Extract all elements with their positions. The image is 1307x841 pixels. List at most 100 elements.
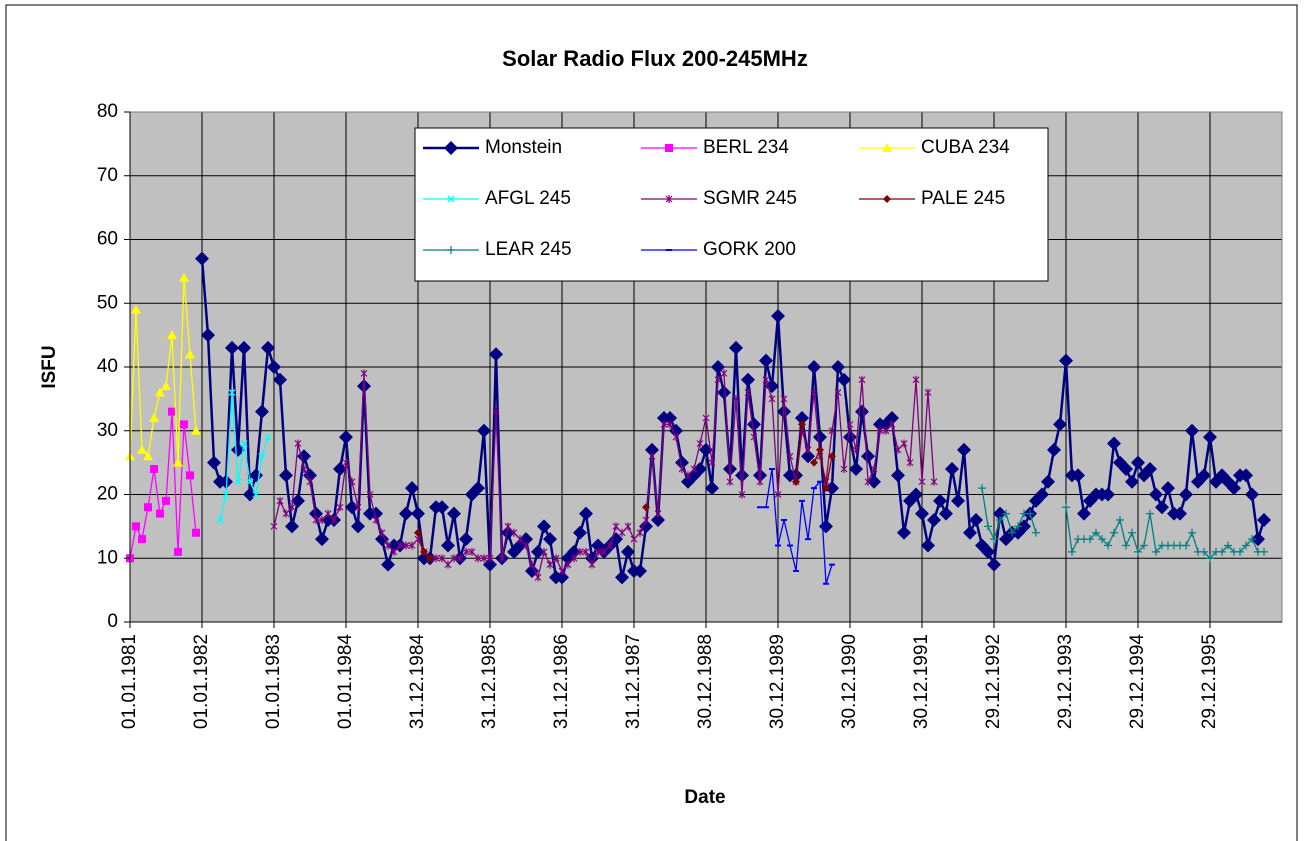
marker-diamond [651,513,665,527]
marker-diamond [195,251,209,266]
marker-asterisk [582,547,590,556]
marker-diamond [399,506,413,521]
marker-asterisk [720,369,728,378]
marker-diamond [723,462,737,476]
marker-plus [1146,509,1154,518]
marker-asterisk [312,516,320,524]
marker-diamond [381,557,395,572]
marker-square [168,407,176,416]
marker-diamond [1017,519,1031,534]
marker-diamond [621,544,635,559]
marker-asterisk [852,445,860,454]
marker-asterisk [630,535,638,544]
marker-triangle [191,425,201,435]
marker-diamond [981,544,995,559]
legend-label: LEAR 245 [485,239,572,260]
marker-diamond [435,500,449,515]
marker-plus [1152,547,1160,556]
marker-diamond [273,372,287,387]
marker-diamond [1245,487,1259,502]
marker-diamond [279,468,293,483]
marker-asterisk [744,388,752,397]
marker-diamond [1047,442,1061,457]
marker-plus [1128,528,1136,537]
marker-asterisk [540,547,548,556]
marker-asterisk [570,554,578,563]
marker-square [138,535,146,544]
marker-diamond [693,462,707,476]
marker-asterisk [870,465,878,473]
marker-asterisk [858,375,866,384]
marker-asterisk [468,547,476,556]
y-axis-label: ISFU [39,345,60,388]
marker-diamond [207,455,221,470]
marker-asterisk [510,528,518,537]
marker-asterisk [342,458,350,467]
marker-asterisk [612,522,620,531]
series [978,484,1268,563]
x-tick-label: 01.01.1982 [191,634,212,729]
marker-asterisk [450,554,458,563]
marker-square [180,420,188,429]
marker-diamond [1077,506,1091,521]
marker-diamond [471,481,485,496]
marker-plus [1002,509,1010,518]
marker-plus [990,535,998,544]
marker-plus [1032,528,1040,537]
marker-asterisk [408,541,416,550]
marker-diamond [828,452,836,461]
marker-diamond [861,449,875,464]
marker-asterisk [834,388,842,397]
marker-asterisk [372,516,380,524]
marker-asterisk [492,407,500,416]
marker-plus [1188,528,1196,537]
axes: 0 10 20 30 40 50 60 70 80 01.01.1981 01.01.1982 01.… [97,101,1282,729]
y-tick-label: 20 [97,484,118,505]
marker-x [264,433,272,441]
marker-diamond [987,557,1001,572]
marker-diamond [411,506,425,521]
marker-asterisk [606,541,614,550]
legend-entry: LEAR 245 [423,239,572,260]
marker-asterisk [888,420,896,429]
marker-diamond [1257,513,1271,527]
x-tick-label: 31.12.1984 [407,634,428,730]
marker-diamond [633,564,647,578]
marker-diamond [1173,506,1187,521]
marker-diamond [579,506,593,521]
marker-asterisk [840,465,848,473]
marker-diamond [883,195,891,203]
marker-diamond [867,474,881,489]
marker-diamond [885,411,899,425]
marker-diamond [909,487,923,502]
marker-diamond [369,506,383,521]
marker-diamond [267,360,281,374]
marker-diamond [927,513,941,527]
marker-asterisk [546,560,554,569]
legend-label: CUBA 234 [921,137,1010,158]
legend-label: SGMR 245 [703,188,797,209]
marker-diamond [849,462,863,476]
x-tick-label: 29.12.1995 [1199,634,1220,729]
marker-plus [1248,535,1256,544]
marker-plus [1104,541,1112,550]
marker-asterisk [288,503,296,512]
marker-asterisk [876,426,884,435]
marker-asterisk [786,452,794,461]
marker-diamond [615,570,629,585]
marker-asterisk [906,458,914,467]
series [270,369,938,582]
marker-diamond [339,430,353,445]
marker-asterisk [318,516,326,524]
marker-asterisk [924,388,932,397]
marker-diamond [813,430,827,445]
marker-asterisk [882,426,890,435]
marker-diamond [642,503,650,512]
marker-diamond [945,462,959,476]
marker-asterisk [780,394,788,403]
marker-diamond [915,506,929,521]
marker-asterisk [756,477,764,486]
y-tick-label: 60 [97,229,118,250]
marker-diamond [735,468,749,483]
marker-asterisk [396,541,404,550]
